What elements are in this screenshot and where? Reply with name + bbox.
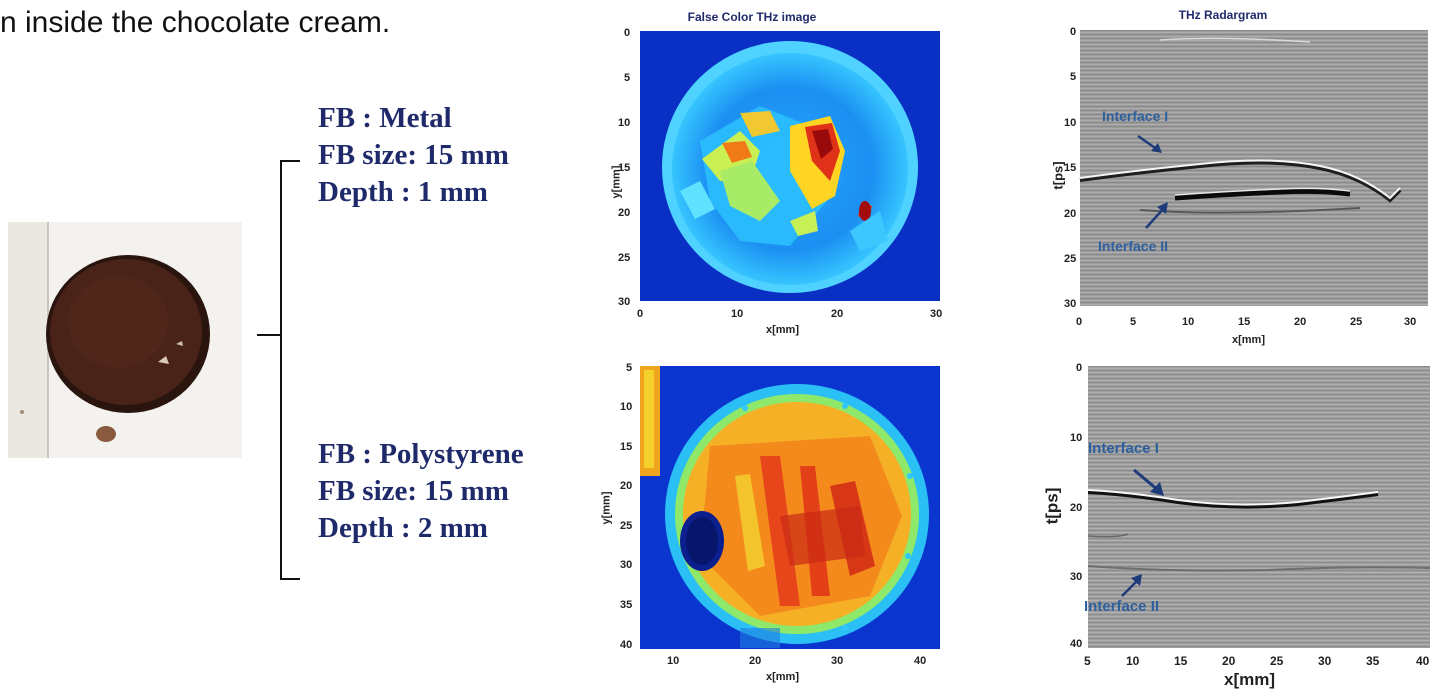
y-tick: 20 (1064, 208, 1077, 220)
y-tick: 10 (618, 117, 631, 129)
false-color-plot-top (640, 31, 940, 301)
x-tick: 20 (749, 655, 762, 667)
arrow-icon (1137, 134, 1162, 153)
radargram-top: THz Radargram Interface I Interface II t… (1008, 0, 1431, 360)
fb-size-label: FB size: 15 mm (318, 139, 509, 171)
radargram-plot-bottom (1087, 366, 1431, 648)
y-tick: 0 (1070, 26, 1077, 38)
panel-title: THz Radargram (1178, 8, 1268, 22)
y-tick: 5 (626, 362, 633, 374)
x-tick: 0 (1076, 316, 1083, 328)
x-tick: 30 (930, 308, 943, 320)
x-tick: 0 (637, 308, 644, 320)
chocolate-disc-image (8, 222, 242, 458)
y-tick: 5 (624, 72, 631, 84)
y-tick: 15 (620, 441, 633, 453)
y-tick: 15 (618, 162, 631, 174)
y-tick: 10 (1064, 117, 1077, 129)
y-tick: 25 (620, 520, 633, 532)
y-tick: 10 (1070, 432, 1083, 444)
bracket-stem (257, 334, 281, 336)
y-tick: 0 (624, 27, 631, 39)
x-tick: 15 (1174, 654, 1188, 668)
y-tick: 25 (618, 252, 631, 264)
x-tick: 20 (831, 308, 844, 320)
x-tick: 5 (1084, 654, 1091, 668)
annotation-interface-2: Interface II (1098, 238, 1169, 254)
chocolate-sample-photo (8, 222, 242, 458)
depth-label: Depth : 1 mm (318, 176, 488, 208)
fb-type-label: FB : Polystyrene (318, 438, 524, 470)
x-tick: 20 (1294, 316, 1307, 328)
false-color-plot-bottom (640, 366, 940, 649)
y-tick: 40 (620, 639, 633, 651)
x-tick: 25 (1270, 654, 1284, 668)
y-tick: 20 (620, 480, 633, 492)
y-tick: 25 (1064, 253, 1077, 265)
false-color-image-top: False Color THz image y[mm] 0 5 10 15 20… (540, 0, 960, 352)
arrow-icon (1121, 574, 1142, 597)
annotation-interface-2: Interface II (1084, 598, 1160, 615)
y-tick: 20 (618, 207, 631, 219)
y-tick: 30 (1064, 298, 1077, 310)
x-axis-label: x[mm] (766, 671, 800, 683)
x-tick: 40 (1416, 654, 1430, 668)
y-tick: 0 (1076, 362, 1083, 374)
sample-2-description: FB : Polystyrene FB size: 15 mm Depth : … (318, 436, 524, 547)
y-tick: 15 (1064, 162, 1077, 174)
x-tick: 5 (1130, 316, 1137, 328)
x-axis-label: x[mm] (1224, 670, 1276, 689)
y-tick: 40 (1070, 638, 1083, 650)
x-tick: 10 (731, 308, 744, 320)
annotation-interface-1: Interface I (1088, 440, 1159, 457)
y-axis-label: t[ps] (1042, 487, 1062, 525)
x-tick: 10 (1126, 654, 1140, 668)
annotation-interface-1: Interface I (1102, 108, 1169, 124)
x-tick: 15 (1238, 316, 1251, 328)
x-axis-label: x[mm] (766, 324, 800, 336)
y-tick: 20 (1070, 502, 1083, 514)
y-tick: 10 (620, 401, 633, 413)
x-tick: 25 (1350, 316, 1363, 328)
bracket-bottom-arm (280, 578, 300, 580)
panel-title: False Color THz image (687, 10, 817, 24)
x-tick: 20 (1222, 654, 1236, 668)
arrow-icon (1133, 468, 1164, 496)
arrow-icon (1145, 202, 1168, 229)
x-tick: 10 (667, 655, 680, 667)
y-tick: 5 (1070, 71, 1077, 83)
y-tick: 30 (620, 559, 633, 571)
bracket-top-arm (280, 160, 300, 162)
radargram-bottom: Interface I Interface II t[ps] 0 10 20 3… (1018, 356, 1431, 696)
slide-caption: n inside the chocolate cream. (0, 6, 391, 39)
depth-label: Depth : 2 mm (318, 512, 488, 544)
x-tick: 40 (914, 655, 927, 667)
radargram-plot-top (1079, 30, 1428, 306)
x-tick: 30 (1404, 316, 1417, 328)
sample-1-description: FB : Metal FB size: 15 mm Depth : 1 mm (318, 100, 509, 211)
fb-size-label: FB size: 15 mm (318, 475, 509, 507)
x-tick: 30 (1318, 654, 1332, 668)
x-axis-label: x[mm] (1232, 334, 1266, 346)
fb-type-label: FB : Metal (318, 102, 452, 134)
x-tick: 10 (1182, 316, 1195, 328)
x-tick: 35 (1366, 654, 1380, 668)
bracket-vertical (280, 160, 282, 580)
y-axis-label: y[mm] (600, 491, 613, 525)
false-color-image-bottom: y[mm] 5 10 15 20 25 30 35 40 10 20 30 40… (590, 356, 945, 696)
y-tick: 30 (618, 296, 631, 308)
x-tick: 30 (831, 655, 844, 667)
y-tick: 35 (620, 599, 633, 611)
y-tick: 30 (1070, 571, 1083, 583)
